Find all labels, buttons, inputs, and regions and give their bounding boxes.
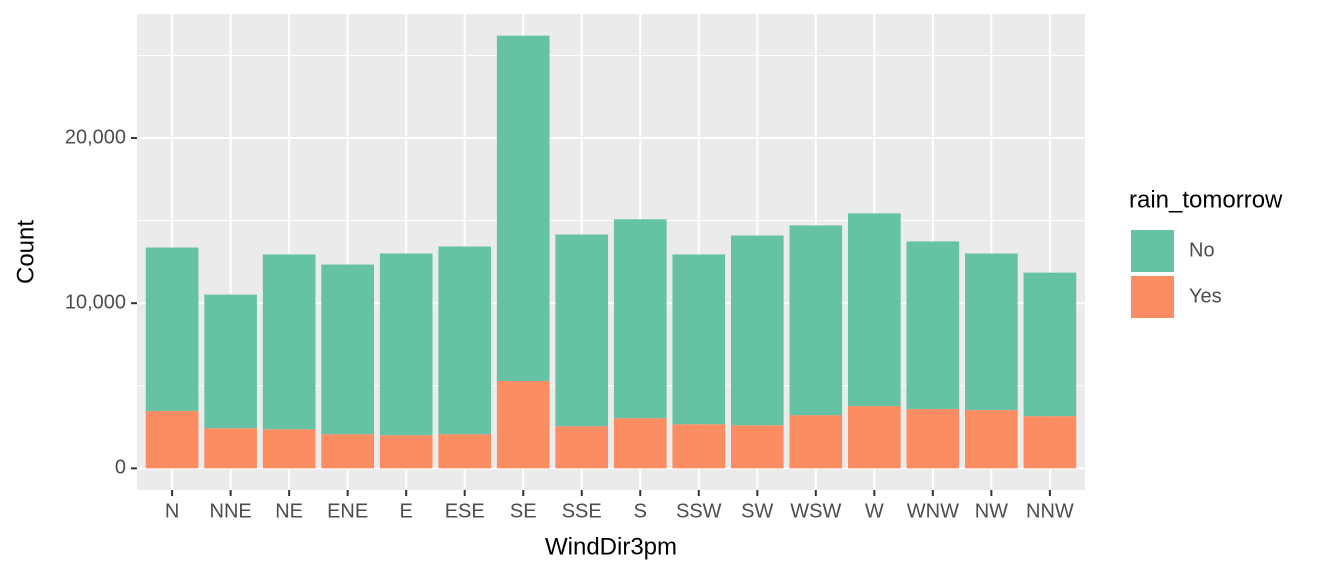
bar-segment (262, 429, 316, 469)
bar-segment (145, 411, 199, 469)
x-tick-label: ESE (445, 500, 485, 522)
bar-segment (438, 246, 492, 435)
bar-segment (321, 264, 374, 435)
bar-segment (379, 253, 433, 436)
bars (145, 35, 1077, 469)
x-tick-label: W (865, 500, 884, 522)
legend-title: rain_tomorrow (1129, 186, 1283, 213)
y-axis-title: Count (12, 220, 39, 284)
bar-segment (204, 428, 257, 469)
bar-segment (848, 406, 901, 469)
bar-segment (906, 241, 960, 410)
x-tick-label: NNW (1026, 500, 1074, 522)
axes: 0 10,000 20,000 N NNE NE ENE E ESE SE SSE S SSW SW WSW… (65, 126, 1074, 522)
x-tick-label: N (165, 500, 179, 522)
legend: rain_tomorrow No Yes (1129, 186, 1283, 320)
bar-segment (789, 225, 843, 416)
bar-segment (379, 435, 433, 469)
bar-segment (672, 254, 726, 425)
legend-label: No (1189, 239, 1215, 261)
x-tick-label: WSW (790, 500, 841, 522)
y-tick-label: 0 (115, 457, 126, 479)
y-tick-label: 20,000 (65, 126, 126, 148)
x-tick-label: WNW (907, 500, 959, 522)
x-tick-label: SE (510, 500, 537, 522)
x-tick-label: SSE (562, 500, 602, 522)
legend-key (1129, 274, 1176, 320)
x-tick-label: SW (741, 500, 773, 522)
bar-segment (496, 35, 550, 381)
bar-segment (496, 380, 550, 469)
x-axis-title: WindDir3pm (545, 533, 677, 560)
x-tick-label: NW (975, 500, 1008, 522)
bar-segment (1023, 272, 1077, 417)
x-tick-label: SSW (676, 500, 722, 522)
x-tick-label: S (634, 500, 647, 522)
legend-key (1129, 228, 1176, 274)
bar-segment (789, 415, 843, 469)
bar-segment (262, 254, 316, 430)
y-tick-label: 10,000 (65, 291, 126, 313)
bar-segment (555, 234, 609, 427)
x-tick-label: NE (275, 500, 303, 522)
bar-segment (906, 409, 960, 469)
bar-segment (730, 235, 784, 426)
bar-segment (965, 410, 1018, 469)
bar-segment (672, 424, 726, 469)
bar-segment (204, 294, 257, 429)
bar-segment (613, 418, 667, 469)
bar-segment (965, 253, 1018, 411)
x-tick-label: ENE (327, 500, 368, 522)
bar-segment (613, 219, 667, 419)
bar-segment (555, 426, 609, 469)
bar-segment (848, 213, 901, 407)
bar-segment (438, 434, 492, 469)
bar-segment (730, 425, 784, 469)
x-tick-label: NNE (210, 500, 252, 522)
legend-label: Yes (1189, 285, 1222, 307)
x-tick-label: E (400, 500, 413, 522)
bar-segment (1023, 416, 1077, 469)
bar-segment (321, 434, 374, 469)
bar-segment (145, 247, 199, 412)
